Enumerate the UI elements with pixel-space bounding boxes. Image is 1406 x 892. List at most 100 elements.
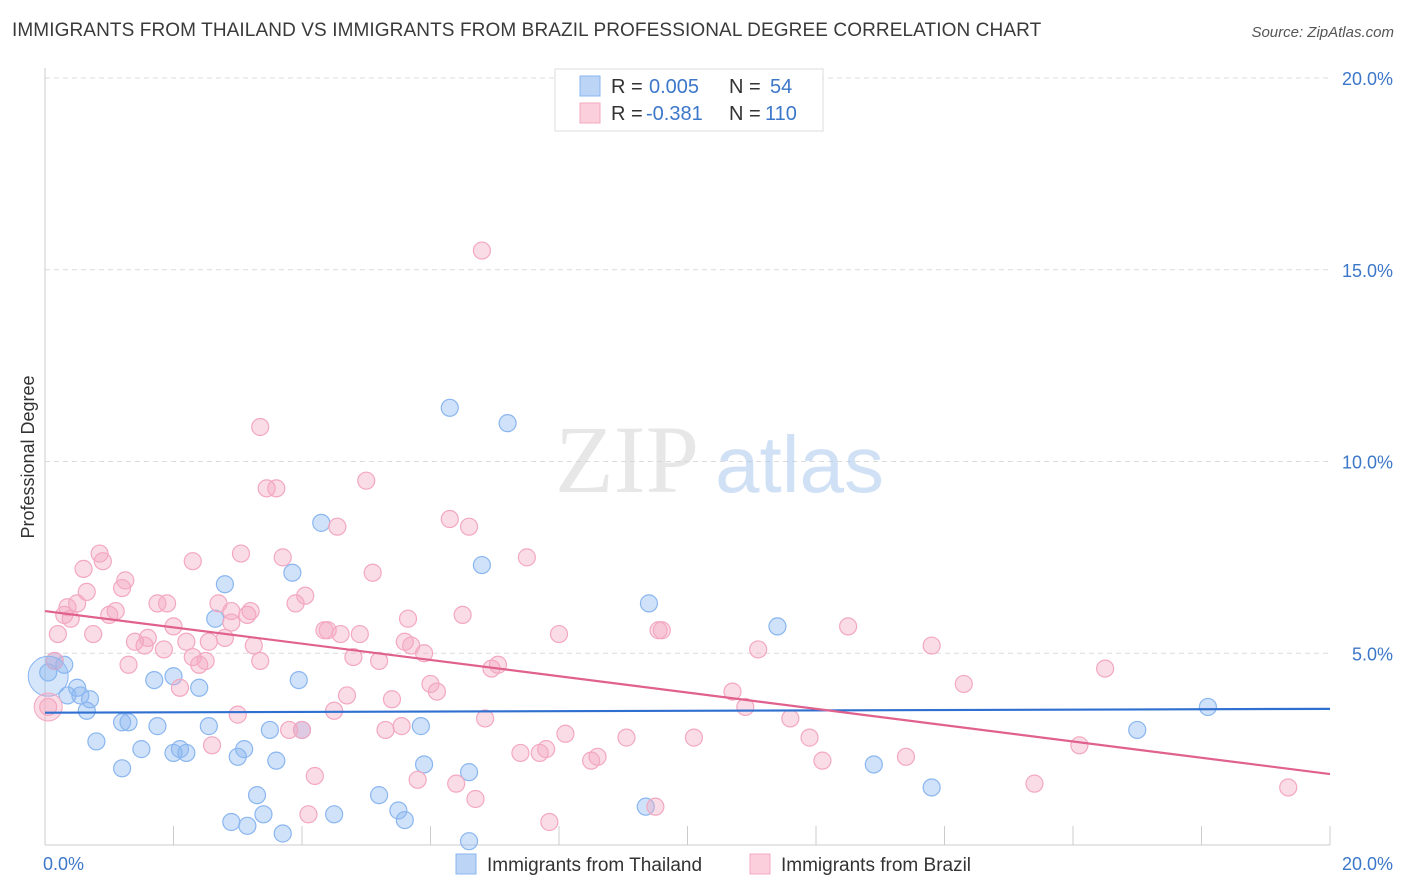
- point-thailand: [267, 751, 286, 770]
- legend-r-label-brazil: R =: [611, 103, 643, 125]
- point-thailand: [112, 759, 132, 778]
- point-brazil: [222, 613, 241, 632]
- point-brazil: [299, 805, 318, 824]
- point-brazil: [251, 651, 270, 671]
- point-thailand: [370, 786, 389, 805]
- data-points: [27, 241, 1298, 851]
- point-thailand: [639, 594, 659, 613]
- point-brazil: [138, 628, 157, 648]
- point-brazil: [157, 594, 177, 613]
- watermark-atlas: atlas: [715, 420, 884, 509]
- grid-lines: [45, 77, 1330, 654]
- point-thailand: [132, 740, 151, 759]
- point-thailand: [199, 717, 218, 736]
- point-brazil: [251, 417, 270, 437]
- point-thailand: [459, 832, 479, 851]
- point-brazil: [1025, 774, 1044, 793]
- point-brazil: [749, 640, 768, 659]
- point-brazil: [617, 728, 636, 747]
- point-brazil: [116, 571, 135, 590]
- point-brazil: [344, 647, 363, 667]
- point-brazil: [337, 686, 357, 705]
- point-brazil: [472, 241, 491, 260]
- point-brazil: [170, 678, 190, 697]
- trend-line-brazil: [44, 609, 1331, 776]
- point-thailand: [260, 720, 279, 740]
- point-thailand: [87, 732, 106, 751]
- point-brazil: [395, 632, 414, 651]
- point-brazil: [154, 640, 173, 659]
- point-brazil: [292, 720, 312, 740]
- point-brazil: [440, 509, 459, 529]
- x-tick-label-min: 0.0%: [43, 854, 84, 874]
- bottom-legend-label-brazil: Immigrants from Brazil: [781, 855, 971, 876]
- top-legend: R = 0.005 N = 54 R = -0.381 N = 110: [554, 68, 824, 132]
- legend-r-label-thailand: R =: [611, 76, 643, 98]
- point-thailand: [289, 670, 308, 690]
- legend-n-value-brazil: 110: [765, 103, 797, 125]
- point-thailand-large: [27, 655, 69, 697]
- point-thailand: [498, 414, 517, 433]
- point-thailand: [273, 824, 292, 843]
- x-tick-label-max: 20.0%: [1342, 854, 1393, 874]
- point-brazil: [922, 636, 941, 655]
- y-tick-label: 5.0%: [1352, 644, 1393, 664]
- point-brazil: [392, 717, 411, 736]
- point-brazil: [453, 605, 472, 625]
- point-brazil: [488, 655, 508, 674]
- point-thailand: [58, 686, 77, 705]
- point-brazil: [398, 609, 418, 628]
- point-thailand: [459, 763, 479, 782]
- bottom-legend-label-thailand: Immigrants from Thailand: [487, 855, 702, 876]
- point-brazil: [459, 517, 479, 536]
- y-axis-label: Professional Degree: [18, 375, 38, 538]
- point-brazil: [119, 655, 138, 674]
- point-thailand: [1128, 720, 1147, 740]
- source-label: Source: ZipAtlas.com: [1251, 24, 1394, 41]
- point-thailand: [414, 755, 434, 774]
- point-brazil: [954, 674, 973, 694]
- point-brazil: [466, 789, 485, 809]
- point-thailand: [112, 713, 132, 732]
- point-thailand: [164, 667, 183, 686]
- legend-n-label-thailand: N =: [729, 76, 761, 98]
- point-thailand: [1198, 697, 1218, 717]
- point-brazil: [350, 624, 369, 644]
- point-thailand: [472, 555, 491, 575]
- y-tick-label: 10.0%: [1342, 453, 1393, 473]
- point-brazil: [196, 651, 215, 671]
- point-brazil: [511, 743, 530, 763]
- point-brazil: [896, 747, 916, 766]
- trend-line-thailand: [44, 707, 1331, 714]
- point-brazil: [540, 812, 559, 832]
- point-brazil: [280, 720, 299, 740]
- point-thailand: [283, 563, 302, 582]
- y-tick-label: 20.0%: [1342, 69, 1393, 89]
- point-brazil: [517, 548, 536, 567]
- point-brazil: [228, 705, 247, 724]
- point-thailand: [215, 575, 234, 594]
- point-brazil: [588, 747, 607, 766]
- point-brazil: [646, 797, 665, 816]
- watermark-zip: ZIP: [555, 406, 699, 513]
- point-brazil: [244, 636, 263, 655]
- point-thailand: [80, 690, 100, 709]
- bottom-legend-swatch-brazil: [749, 853, 771, 875]
- y-tick-label: 15.0%: [1342, 261, 1393, 281]
- point-brazil: [273, 548, 292, 567]
- point-thailand: [238, 816, 257, 835]
- legend-r-value-thailand: 0.005: [649, 76, 699, 98]
- bottom-legend-swatch-thailand: [455, 853, 477, 875]
- point-brazil: [58, 598, 77, 617]
- point-brazil: [202, 736, 222, 755]
- point-brazil: [813, 751, 832, 770]
- legend-swatch-brazil: [579, 102, 601, 124]
- point-thailand: [389, 801, 408, 820]
- point-brazil: [77, 582, 96, 601]
- point-thailand: [636, 797, 655, 816]
- point-brazil: [39, 697, 58, 717]
- point-thailand: [312, 513, 331, 532]
- point-brazil: [376, 720, 395, 740]
- point-thailand: [768, 617, 787, 636]
- point-brazil: [556, 724, 575, 743]
